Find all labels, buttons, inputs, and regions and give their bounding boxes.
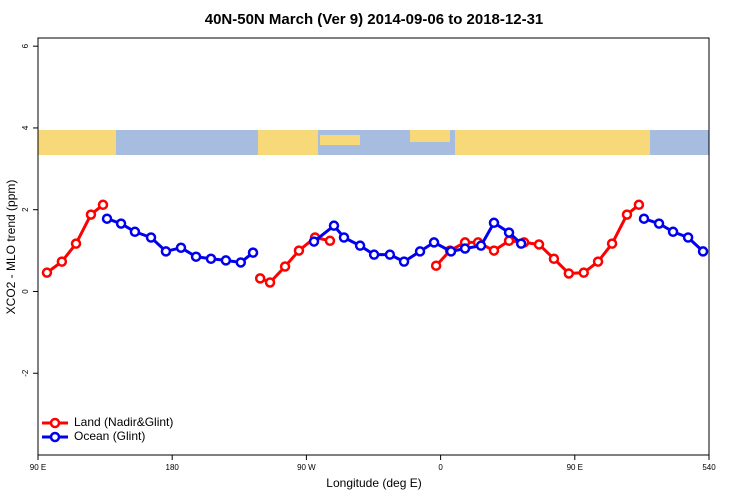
point	[592, 256, 604, 267]
point	[653, 218, 665, 229]
point	[488, 245, 500, 256]
map-land	[258, 130, 318, 155]
point	[384, 249, 396, 260]
map-land	[410, 130, 450, 142]
point	[459, 243, 471, 254]
point	[445, 246, 457, 257]
point	[85, 209, 97, 220]
y-tick-label: -2	[21, 369, 30, 377]
point	[368, 249, 380, 260]
point	[41, 267, 53, 278]
point	[503, 227, 515, 238]
map-land	[38, 130, 116, 155]
y-tick-label: 0	[21, 289, 30, 294]
legend-label: Land (Nadir&Glint)	[74, 415, 173, 429]
y-tick-label: 6	[21, 43, 30, 48]
point	[338, 232, 350, 243]
point	[606, 238, 618, 249]
point	[56, 256, 68, 267]
point	[533, 239, 545, 250]
x-tick-label: 180	[166, 463, 180, 472]
x-tick-label: 90 E	[30, 463, 46, 472]
x-tick-label: 0	[438, 463, 443, 472]
point	[682, 232, 694, 243]
point	[414, 246, 426, 257]
point	[97, 199, 109, 211]
point	[247, 247, 259, 258]
point	[638, 213, 650, 224]
point	[279, 261, 291, 272]
point	[354, 240, 366, 251]
point	[129, 226, 141, 238]
point	[264, 277, 276, 288]
point	[308, 236, 320, 247]
point	[667, 226, 679, 238]
y-tick-label: 2	[21, 207, 30, 212]
legend-label: Ocean (Glint)	[74, 429, 145, 443]
point	[70, 238, 82, 249]
x-axis-label: Longitude (deg E)	[326, 476, 421, 490]
point	[578, 267, 589, 278]
point	[190, 251, 202, 262]
point	[503, 235, 515, 247]
map-land	[455, 130, 650, 155]
legend-marker	[49, 431, 61, 443]
x-tick-label: 90 W	[297, 463, 316, 472]
x-tick-label: 90 E	[567, 463, 583, 472]
point	[697, 246, 709, 257]
point	[160, 246, 172, 257]
point	[205, 253, 217, 265]
y-axis-label: XCO2 - MLO trend (ppm)	[4, 180, 18, 315]
point	[398, 256, 410, 267]
series-line	[46, 203, 640, 285]
point	[101, 213, 113, 224]
point	[145, 232, 157, 243]
point	[430, 260, 442, 271]
point	[115, 218, 127, 229]
point	[563, 268, 575, 279]
y-tick-label: 4	[21, 125, 30, 130]
point	[475, 240, 487, 251]
point	[328, 220, 340, 231]
legend-marker	[49, 417, 61, 429]
point	[548, 253, 560, 265]
point	[428, 237, 440, 248]
map-strip	[38, 130, 709, 155]
point	[220, 255, 232, 266]
point	[254, 273, 266, 284]
point	[293, 245, 305, 256]
point	[515, 238, 527, 249]
map-land	[320, 135, 360, 145]
point	[175, 242, 187, 253]
point	[324, 235, 336, 247]
chart-title: 40N-50N March (Ver 9) 2014-09-06 to 2018…	[205, 11, 544, 28]
point	[235, 257, 247, 268]
plot-frame	[37, 37, 710, 456]
point	[488, 217, 500, 229]
point	[633, 199, 645, 211]
point	[621, 209, 633, 220]
x-tick-label: 540	[702, 463, 716, 472]
